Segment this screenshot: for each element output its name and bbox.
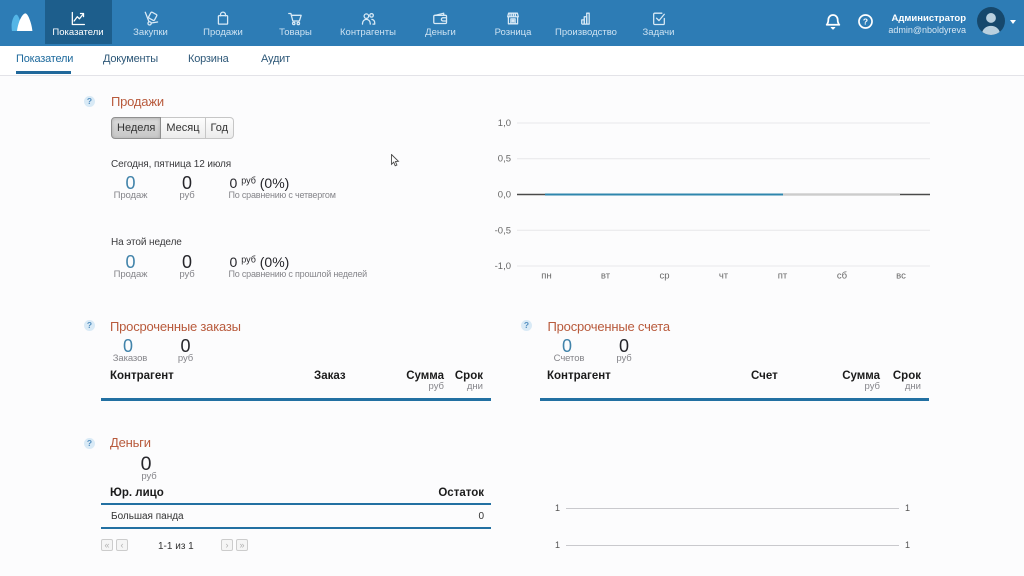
svg-text:-0,5: -0,5 (495, 225, 511, 236)
svg-text:чт: чт (719, 270, 729, 281)
svg-text:0,5: 0,5 (498, 154, 511, 165)
svg-text:0,0: 0,0 (498, 190, 511, 201)
svg-text:сб: сб (837, 270, 848, 281)
svg-text:пт: пт (778, 270, 788, 281)
svg-text:-1,0: -1,0 (495, 261, 511, 272)
svg-text:ср: ср (659, 270, 669, 281)
svg-text:пн: пн (541, 270, 551, 281)
svg-text:вс: вс (896, 270, 906, 281)
svg-text:1,0: 1,0 (498, 118, 511, 129)
svg-text:вт: вт (601, 270, 611, 281)
svg-text:?: ? (863, 16, 868, 26)
